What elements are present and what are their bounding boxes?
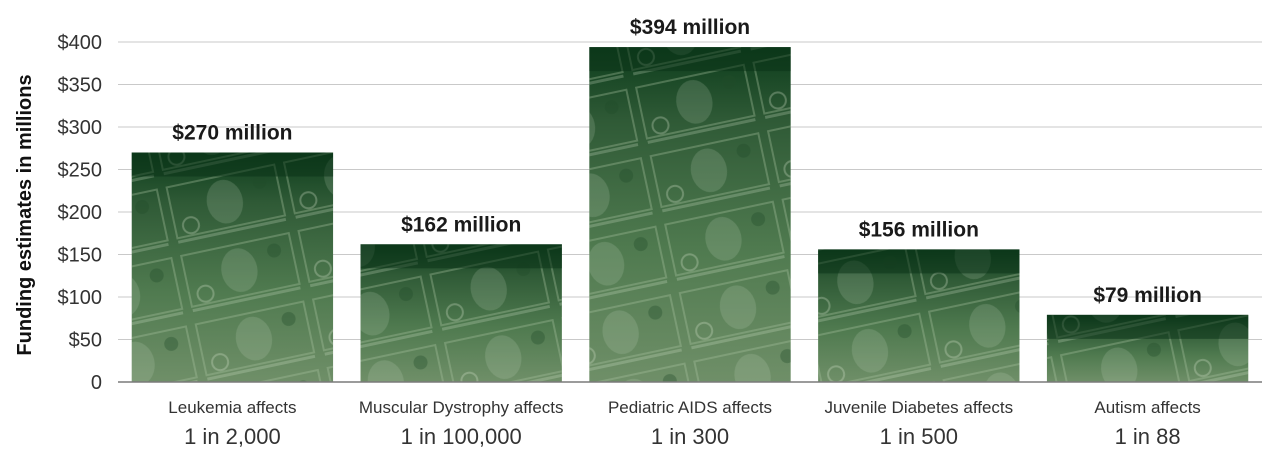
category-ratio-label: 1 in 88 — [1115, 424, 1181, 449]
bar-top-shade — [589, 47, 791, 72]
y-tick-label: $250 — [58, 160, 103, 182]
category-ratio-label: 1 in 500 — [880, 424, 958, 449]
y-tick-label: $200 — [58, 202, 103, 224]
category-label: Leukemia affects — [168, 398, 296, 417]
bar-top-shade — [131, 152, 334, 177]
bar — [818, 249, 1020, 382]
data-label: $394 million — [630, 16, 750, 39]
bar — [360, 244, 562, 382]
y-axis-title: Funding estimates in millions — [14, 74, 36, 355]
category-label: Muscular Dystrophy affects — [359, 398, 564, 417]
bar — [589, 47, 791, 382]
category-label: Autism affects — [1094, 398, 1200, 417]
data-label: $270 million — [172, 122, 292, 145]
data-label: $79 million — [1093, 284, 1202, 307]
y-tick-label: $100 — [58, 287, 103, 309]
x-axis-categories: Leukemia affects 1 in 2,000 Muscular Dystr… — [168, 398, 1201, 449]
bars — [131, 47, 1249, 382]
category-ratio-label: 1 in 100,000 — [401, 424, 522, 449]
bar-top-shade — [818, 249, 1020, 274]
y-axis-ticks: 0 $50 $100 $150 $200 $250 $300 $350 $400 — [58, 32, 103, 394]
category-ratio-label: 1 in 2,000 — [184, 424, 281, 449]
bar — [131, 152, 334, 382]
bar-money-texture — [589, 47, 791, 382]
bar — [1046, 314, 1249, 382]
data-label: $162 million — [401, 213, 521, 236]
bar-money-texture — [131, 152, 334, 382]
category-ratio-label: 1 in 300 — [651, 424, 729, 449]
data-labels: $270 million $162 million $394 million $156… — [172, 16, 1202, 307]
y-tick-label: $150 — [58, 245, 103, 267]
y-tick-label: $400 — [58, 32, 103, 54]
y-tick-label: $350 — [58, 75, 103, 97]
bar-top-shade — [360, 244, 562, 269]
y-tick-label: $50 — [69, 330, 102, 352]
data-label: $156 million — [859, 218, 979, 241]
y-tick-label: 0 — [91, 372, 102, 394]
y-tick-label: $300 — [58, 117, 103, 139]
bar-top-shade — [1046, 314, 1249, 339]
category-label: Pediatric AIDS affects — [608, 398, 772, 417]
category-label: Juvenile Diabetes affects — [824, 398, 1013, 417]
